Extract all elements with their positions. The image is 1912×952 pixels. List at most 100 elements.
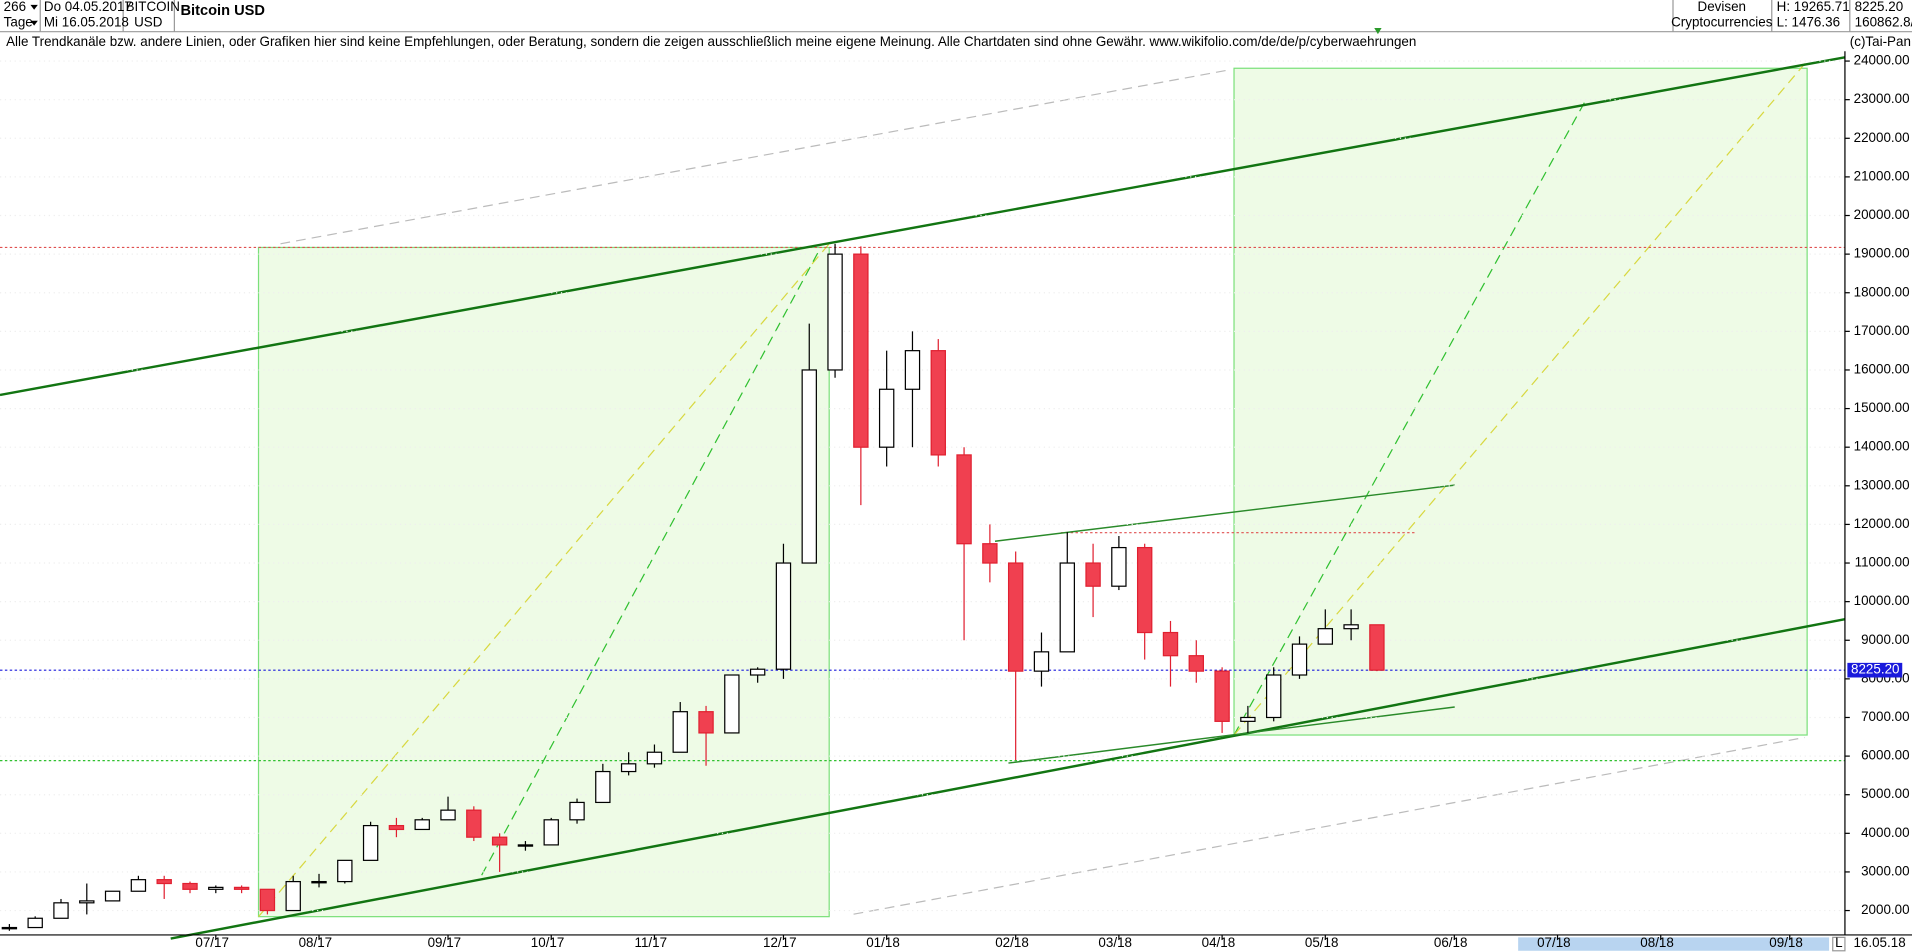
plot [0, 60, 1845, 931]
annotations [0, 56, 1846, 940]
candle-body [1291, 643, 1308, 676]
x-tick-label: 07/18 [1537, 935, 1571, 950]
zone [1233, 67, 1808, 736]
header: 266 Tage Do 04.05.2017 Mi 16.05.2018 BIT… [0, 0, 1912, 35]
trend-line [0, 56, 1846, 397]
y-tick-label: 11000.00 [1855, 555, 1910, 570]
candle-body [517, 844, 534, 847]
scrollbar[interactable] [1518, 937, 1830, 951]
dashed-line [1233, 100, 1586, 736]
candle-body [1111, 546, 1127, 587]
x-tick-label: 05/18 [1305, 935, 1339, 950]
y-tick-label: 18000.00 [1854, 284, 1910, 299]
y-tick-label: 15000.00 [1854, 400, 1910, 415]
candle-body [646, 751, 663, 765]
last-price-label: 8225.20 [1851, 662, 1899, 677]
dashed-line [258, 243, 830, 918]
x-tick-label: 09/18 [1769, 935, 1803, 950]
candle-body [466, 809, 482, 838]
market: Devisen [1698, 0, 1746, 14]
y-tick-label: 16000.00 [1854, 362, 1910, 377]
x-tick-label: 09/17 [428, 935, 462, 950]
start-date: Do 04.05.2017 [44, 0, 132, 14]
y-tick-label: 12000.00 [1854, 516, 1910, 531]
candle-body [1, 926, 18, 930]
count[interactable]: 266 [4, 0, 26, 14]
candle-body [311, 880, 327, 884]
candle-body [1059, 562, 1075, 653]
candle-body [801, 369, 817, 564]
y-tick-label: 17000.00 [1854, 323, 1910, 338]
last-price-box [1847, 662, 1903, 678]
x-tick-label: 08/18 [1640, 935, 1674, 950]
trend-line [1008, 706, 1455, 764]
candle-body [878, 388, 895, 448]
candle-body [104, 890, 121, 902]
footer-mode[interactable]: L [1835, 935, 1843, 950]
candle-body [1162, 631, 1179, 657]
y-tick-label: 5000.00 [1861, 786, 1909, 801]
candle-body [595, 770, 611, 804]
candle-body [620, 763, 637, 773]
y-tick-label: 14000.00 [1854, 439, 1910, 454]
candle-body [1317, 628, 1334, 645]
y-tick-label: 9000.00 [1861, 632, 1909, 647]
disclaimer: Alle Trendkanäle bzw. andere Linien, ode… [6, 34, 1416, 49]
x-tick-label: 02/18 [995, 935, 1029, 950]
x-tick-label: 04/18 [1202, 935, 1236, 950]
y-tick-label: 20000.00 [1854, 207, 1910, 222]
candle-body [27, 917, 43, 929]
trend-line [170, 618, 1846, 940]
currency: USD [134, 15, 163, 30]
x-tick-label: 03/18 [1098, 935, 1132, 950]
candle-body [233, 886, 250, 890]
candle-body [79, 900, 95, 904]
header-bg [0, 0, 1912, 32]
candle-body [1136, 546, 1153, 634]
y-tick-label: 7000.00 [1861, 709, 1909, 724]
period[interactable]: Tage [4, 15, 33, 30]
y-tick-label: 13000.00 [1854, 477, 1910, 492]
footer-date: 16.05.18 [1853, 935, 1905, 950]
y-tick-label: 2000.00 [1861, 902, 1909, 917]
candle-body [414, 819, 430, 831]
dashed-line [1233, 60, 1808, 736]
copyright: (c)Tai-Pan [1850, 34, 1911, 49]
y-tick-label: 22000.00 [1854, 130, 1910, 145]
low-label: L: 1476.36 [1777, 15, 1840, 30]
candle-body [956, 454, 972, 545]
candle-body [1343, 624, 1359, 630]
candle-body [775, 562, 792, 670]
candle-body [569, 801, 585, 821]
candle-body [337, 859, 353, 883]
candle-body [1369, 624, 1385, 671]
x-tick-label: 08/17 [299, 935, 333, 950]
y-tick-label: 4000.00 [1861, 825, 1909, 840]
dropdown-arrow[interactable] [30, 4, 38, 10]
dashed-line [280, 68, 1232, 245]
candle-body [724, 674, 740, 734]
candle-body [1007, 562, 1024, 672]
y-tick-label: 19000.00 [1854, 246, 1910, 261]
candle-body [208, 886, 224, 890]
end-date: Mi 16.05.2018 [44, 15, 129, 30]
candle-body [130, 879, 147, 892]
market-sub: Cryptocurrencies [1671, 15, 1773, 30]
x-tick-label: 01/18 [866, 935, 900, 950]
candle-body [827, 253, 843, 371]
candle-body [362, 824, 379, 861]
candle-body [982, 543, 998, 564]
candle-body [698, 711, 714, 734]
y-tick-label: 6000.00 [1861, 748, 1909, 763]
dropdown-arrow[interactable] [30, 20, 38, 26]
candle-body [749, 668, 766, 676]
x-tick-label: 07/17 [195, 935, 229, 950]
candle-body [259, 888, 276, 912]
candle-body [1085, 562, 1101, 587]
dashed-line [853, 736, 1805, 915]
candle-body [440, 809, 456, 821]
candle-body [543, 819, 559, 846]
scroll-button[interactable] [1832, 936, 1846, 952]
y-tick-label: 21000.00 [1854, 168, 1910, 183]
